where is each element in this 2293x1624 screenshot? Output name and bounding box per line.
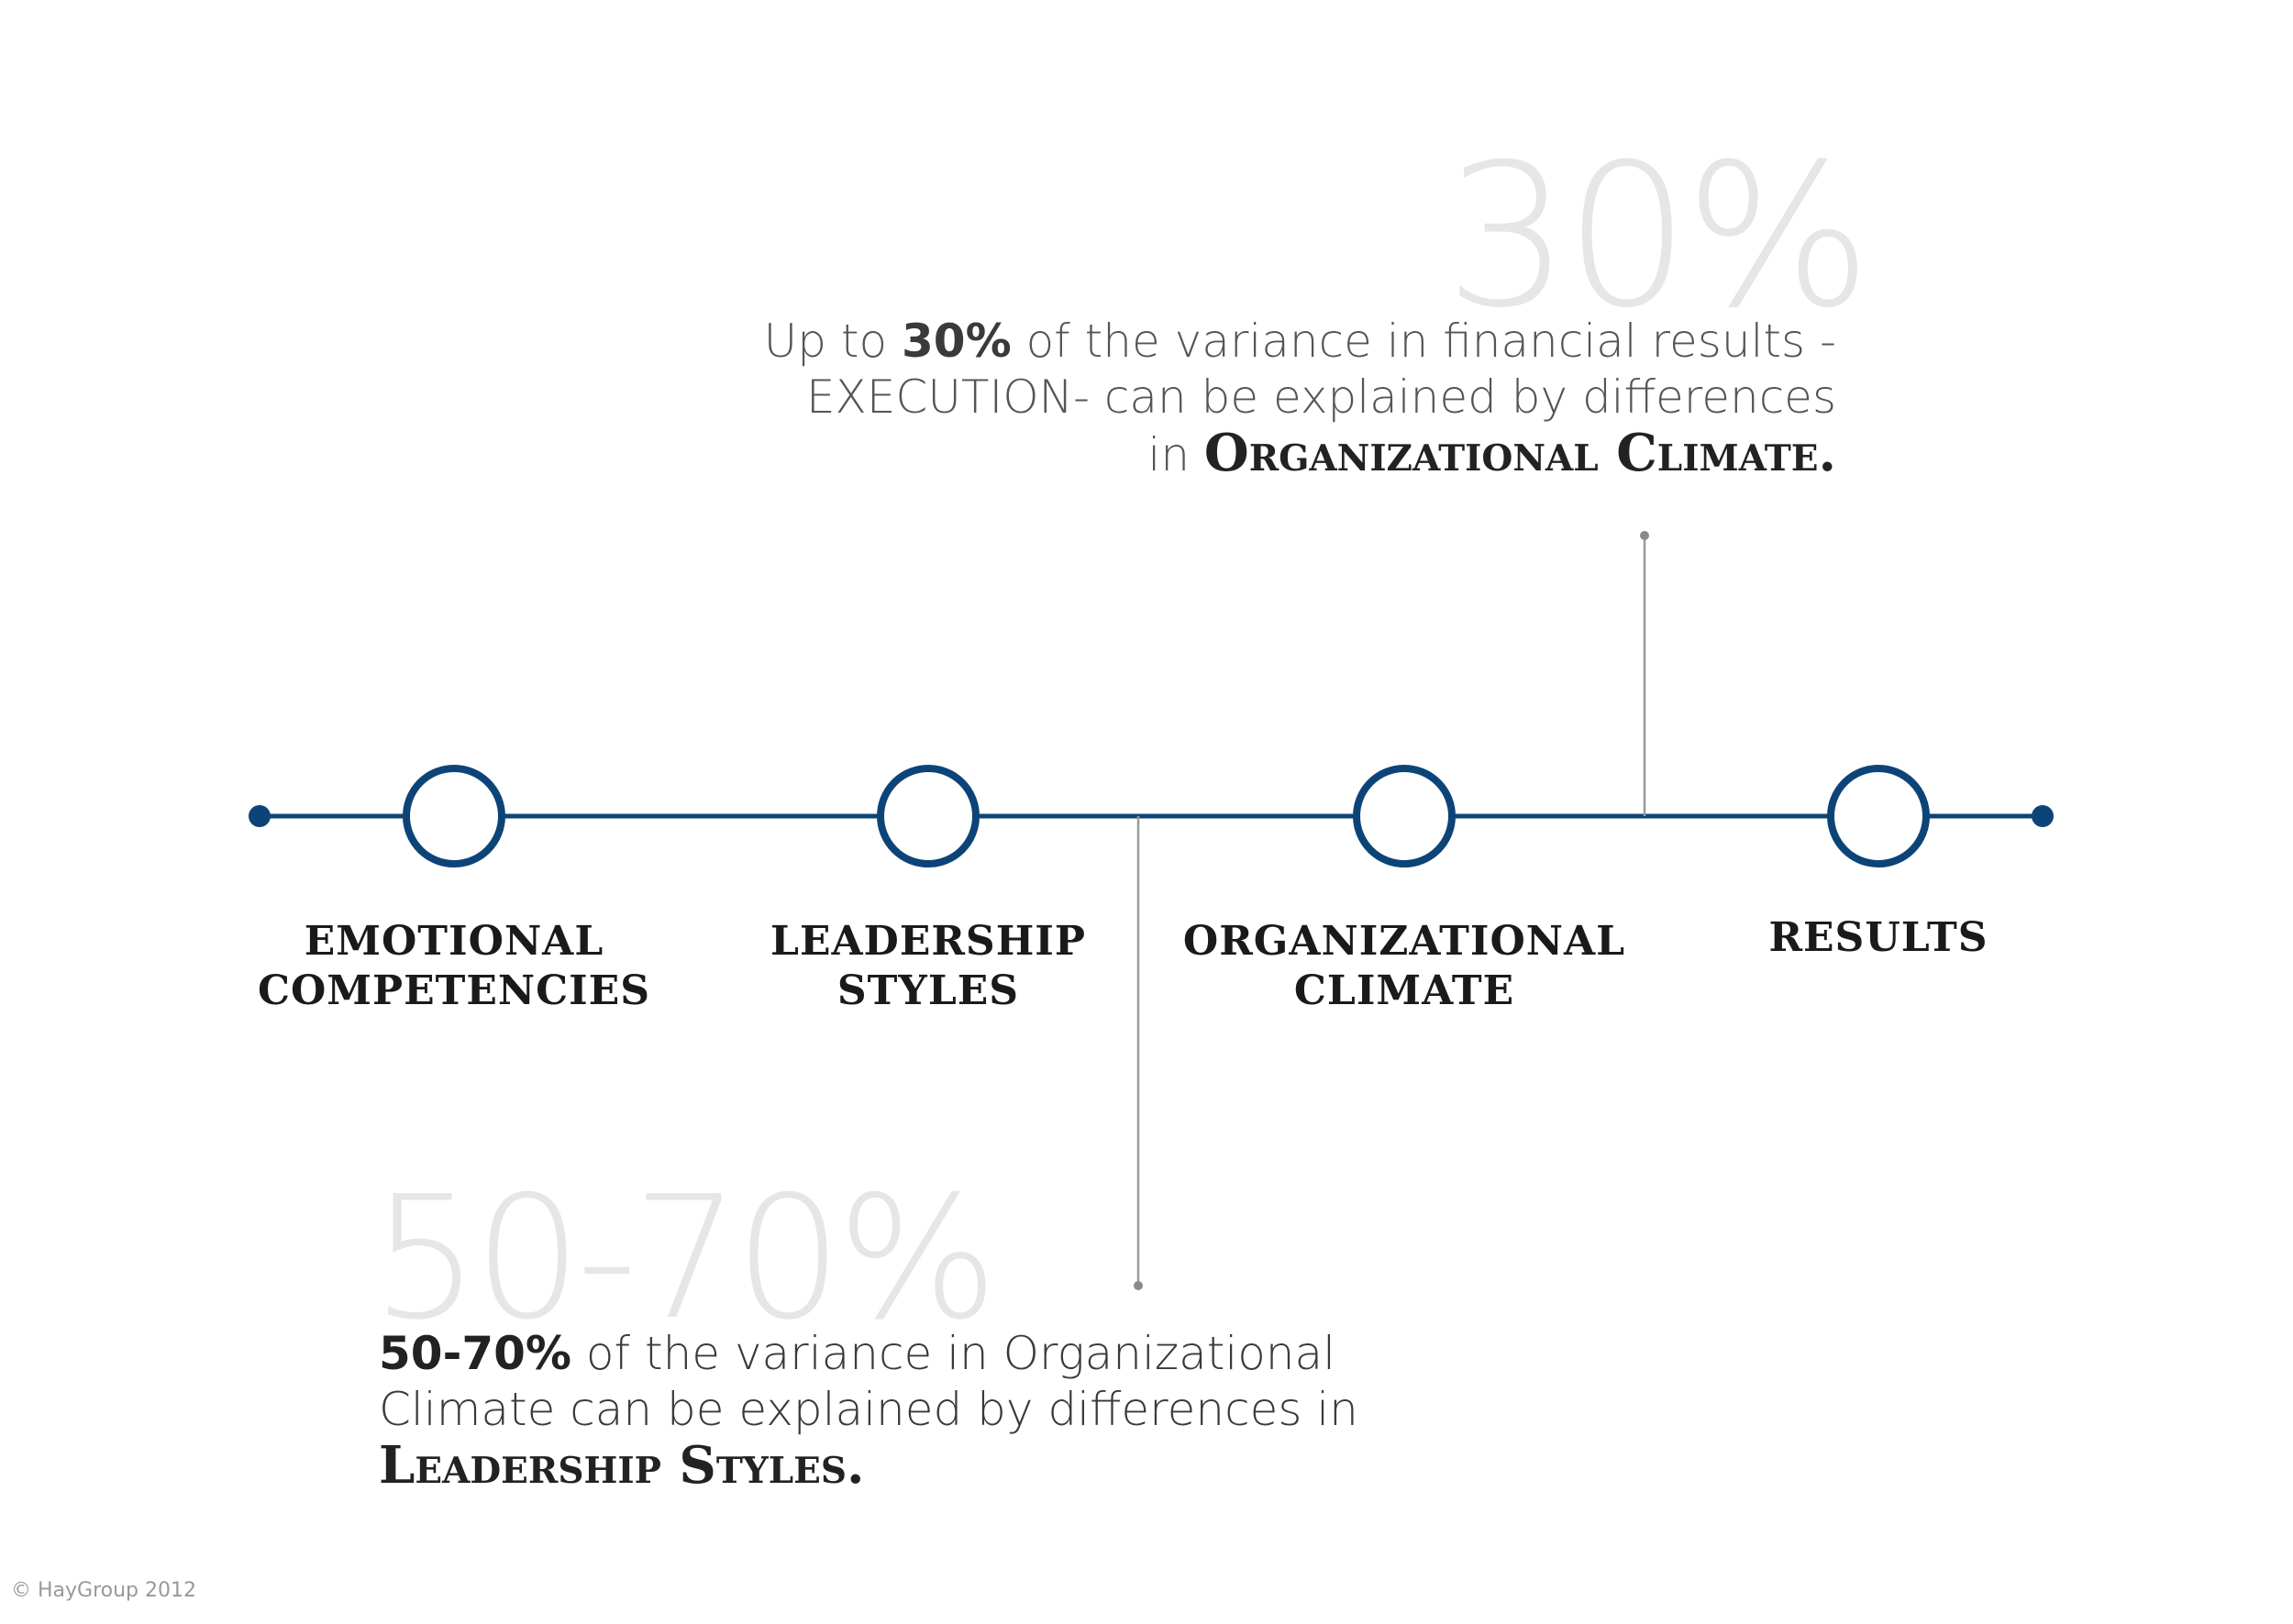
top-callout-line1: Up to 30% of the variance in financial r… (763, 315, 1836, 368)
big-percentage-50-70: 50-70% (371, 1159, 998, 1357)
connector-bottom-dot (1134, 1281, 1143, 1290)
top-callout-bold-value: 30% (901, 315, 1012, 368)
top-callout-text: Up to 30% of the variance in financial r… (764, 314, 1836, 483)
big-percentage-30: 30% (1445, 121, 1872, 351)
timeline-end-dot (2032, 805, 2054, 827)
bottom-callout-bold-value: 50-70% (379, 1327, 572, 1380)
node-label-leadership-styles: LEADERSHIP STYLES (770, 918, 1086, 1014)
top-callout-emphasis: Organizational Climate. (1203, 423, 1836, 483)
node-circle-organizational-climate (1353, 765, 1456, 867)
top-callout-line2: EXECUTION- can be explained by differenc… (805, 370, 1836, 424)
bottom-callout-line3: Leadership Styles. (379, 1438, 1358, 1496)
timeline-start-dot (249, 805, 271, 827)
bottom-callout-text: 50-70% of the variance in Organizational… (379, 1326, 1358, 1496)
node-circle-results (1827, 765, 1930, 867)
bottom-callout-line2: Climate can be explained by differences … (379, 1383, 1358, 1436)
node-label-organizational-climate: ORGANIZATIONAL CLIMATE (1182, 918, 1626, 1014)
node-circle-emotional-competencies (403, 765, 505, 867)
connector-top-dot (1640, 531, 1649, 540)
top-callout-line3: in Organizational Climate. (1147, 423, 1836, 483)
copyright-text: © HayGroup 2012 (11, 1579, 196, 1602)
bottom-callout-line1: 50-70% of the variance in Organizational (379, 1327, 1336, 1380)
bottom-callout-emphasis: Leadership Styles. (379, 1435, 865, 1496)
node-label-results: RESULTS (1768, 914, 1988, 961)
node-circle-leadership-styles (877, 765, 980, 867)
node-label-emotional-competencies: EMOTIONAL COMPETENCIES (257, 918, 651, 1014)
